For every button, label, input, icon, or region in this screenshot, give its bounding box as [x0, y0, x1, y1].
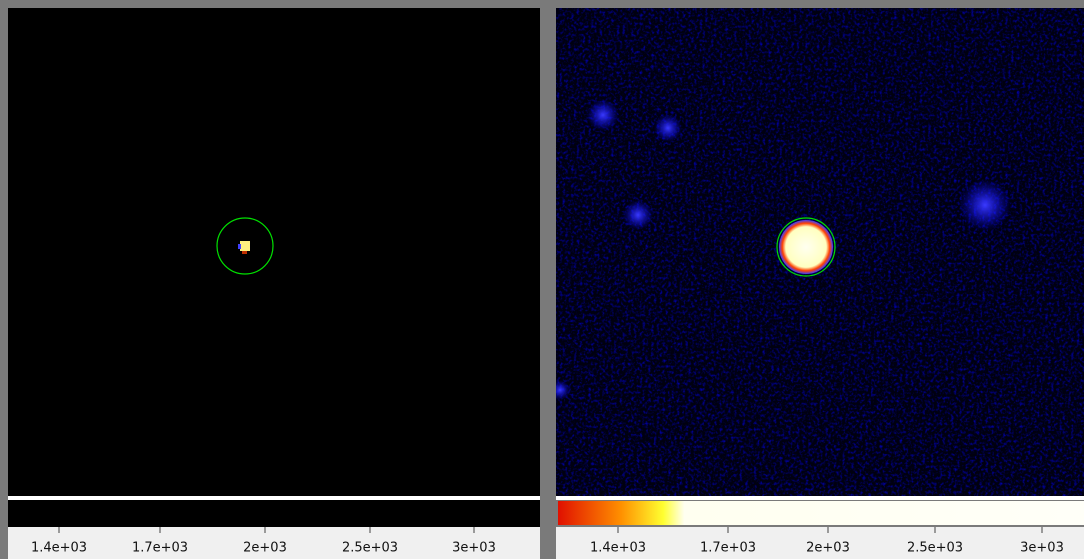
- tick-label: 3e+03: [1020, 541, 1064, 556]
- tick-label: 1.7e+03: [132, 541, 188, 556]
- faint-source: [623, 200, 653, 230]
- faint-source: [587, 99, 619, 131]
- separator: [8, 496, 540, 500]
- image-left: [8, 8, 540, 496]
- viewer: 1.4e+03 1.7e+03 2e+03 2.5e+03 3e+03 1.4e+03 1.…: [0, 0, 1084, 559]
- tick-label: 2e+03: [243, 541, 287, 556]
- tick-label: 3e+03: [452, 541, 496, 556]
- tick-label: 1.7e+03: [700, 541, 756, 556]
- separator: [556, 496, 1084, 500]
- faint-source: [959, 179, 1011, 231]
- colorbar-left: [8, 500, 540, 527]
- source-edge: [238, 244, 241, 249]
- tick-label: 2.5e+03: [907, 541, 963, 556]
- source-edge: [242, 251, 247, 254]
- divider: [540, 0, 556, 559]
- tick-label: 2.5e+03: [342, 541, 398, 556]
- tick-label: 2e+03: [806, 541, 850, 556]
- source: [779, 220, 833, 274]
- tick-label: 1.4e+03: [31, 541, 87, 556]
- source: [240, 241, 250, 251]
- colorbar-right: [558, 501, 1084, 525]
- faint-source: [654, 114, 682, 142]
- tick-label: 1.4e+03: [590, 541, 646, 556]
